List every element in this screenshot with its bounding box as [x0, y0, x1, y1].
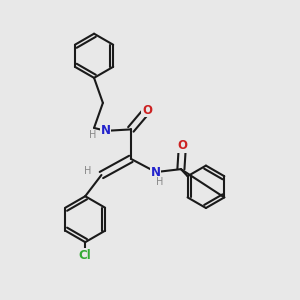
- Text: O: O: [142, 104, 152, 117]
- Text: H: H: [85, 166, 92, 176]
- Text: N: N: [101, 124, 111, 137]
- Text: H: H: [89, 130, 96, 140]
- Text: O: O: [177, 139, 188, 152]
- Text: Cl: Cl: [79, 249, 92, 262]
- Text: H: H: [156, 177, 163, 188]
- Text: N: N: [151, 166, 161, 178]
